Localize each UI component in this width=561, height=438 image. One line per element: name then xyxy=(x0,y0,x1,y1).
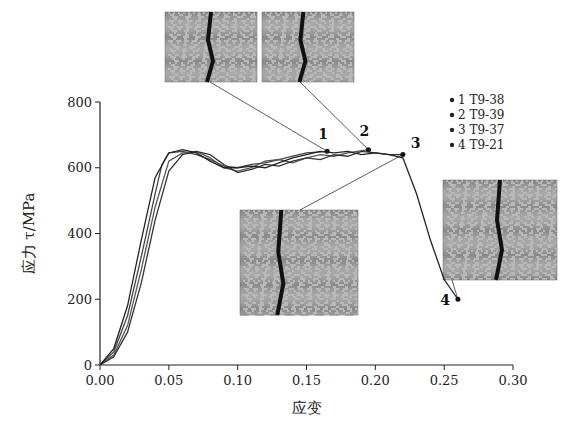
stress-strain-curve xyxy=(100,150,458,365)
point-label: 1 xyxy=(318,126,328,142)
point-label: 3 xyxy=(411,135,421,151)
curves xyxy=(100,147,460,365)
stress-strain-curve xyxy=(100,150,368,365)
stress-strain-curve xyxy=(100,151,327,365)
x-tick xyxy=(168,365,169,370)
leader-line xyxy=(452,280,458,299)
x-tick-label: 0.00 xyxy=(86,373,115,388)
y-axis-title: 应力 τ/MPa xyxy=(20,193,38,275)
y-tick-label: 400 xyxy=(67,226,92,241)
x-tick-label: 0.20 xyxy=(361,373,390,388)
legend-marker xyxy=(450,98,454,102)
x-tick-label: 0.05 xyxy=(154,373,183,388)
x-tick xyxy=(444,365,445,370)
y-tick xyxy=(95,233,100,234)
point-label: 2 xyxy=(360,123,370,139)
y-tick-label: 800 xyxy=(67,95,92,110)
y-tick-label: 0 xyxy=(84,358,92,373)
legend-marker xyxy=(450,143,454,147)
stress-strain-curve xyxy=(100,151,403,365)
inset-image xyxy=(262,12,354,82)
end-point xyxy=(400,152,405,157)
x-tick-label: 0.10 xyxy=(223,373,252,388)
point-label: 4 xyxy=(440,292,450,308)
end-point xyxy=(455,297,460,302)
x-tick-label: 0.25 xyxy=(430,373,459,388)
x-tick xyxy=(513,365,514,370)
inset-image xyxy=(443,180,557,280)
leader-line xyxy=(300,82,368,150)
y-tick-label: 200 xyxy=(67,292,92,307)
x-tick xyxy=(237,365,238,370)
chart: 0.00 0.05 0.10 0.15 0.20 0.25 0.30 0 200 400 600 80… xyxy=(0,0,561,438)
legend: 1 T9-382 T9-393 T9-374 T9-21 xyxy=(450,93,505,152)
x-axis-title: 应变 xyxy=(292,399,322,417)
x-tick-label: 0.15 xyxy=(292,373,321,388)
legend-marker xyxy=(450,128,454,132)
y-tick xyxy=(95,102,100,103)
inset-image xyxy=(240,210,358,315)
y-tick xyxy=(95,365,100,366)
legend-entry: 3 T9-37 xyxy=(458,123,504,137)
x-tick-label: 0.30 xyxy=(499,373,528,388)
x-tick xyxy=(375,365,376,370)
leader-line xyxy=(300,155,403,210)
legend-entry: 2 T9-39 xyxy=(458,108,504,122)
x-tick xyxy=(100,365,101,370)
legend-marker xyxy=(450,113,454,117)
leader-line xyxy=(210,82,327,151)
x-tick xyxy=(306,365,307,370)
legend-entry: 1 T9-38 xyxy=(458,93,504,107)
inset-image xyxy=(165,12,257,82)
y-tick xyxy=(95,167,100,168)
legend-entry: 4 T9-21 xyxy=(458,138,504,152)
y-tick xyxy=(95,299,100,300)
y-tick-label: 600 xyxy=(67,160,92,175)
